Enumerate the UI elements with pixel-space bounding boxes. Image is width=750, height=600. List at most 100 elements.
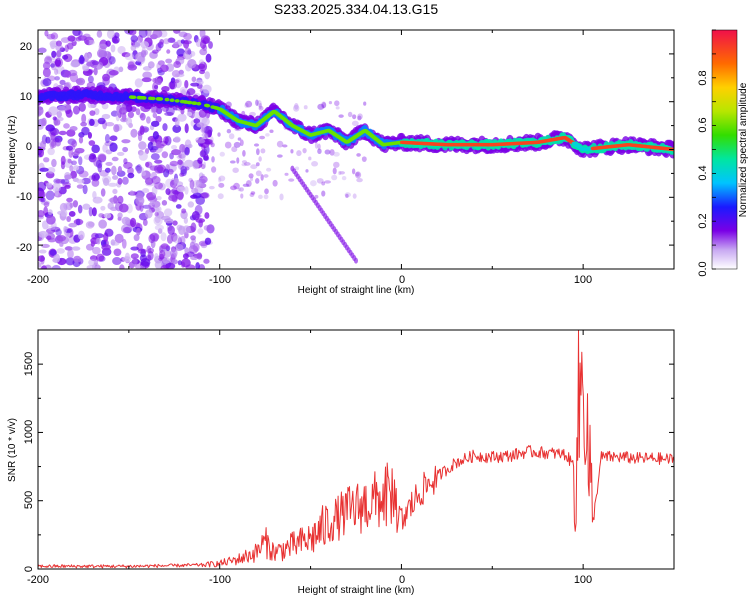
spectrogram-cell — [265, 133, 270, 136]
spectrogram-cell — [162, 151, 168, 158]
spectrogram-cell — [67, 249, 74, 259]
colorbar-tick-2: 0.4 — [697, 165, 709, 180]
spectrogram-cell — [138, 249, 147, 254]
spectrogram-cell — [256, 162, 260, 166]
spectrogram-cell — [81, 114, 86, 124]
spectrogram-cell — [208, 41, 213, 49]
spectrogram-cell — [229, 133, 235, 139]
spectrogram-cell — [66, 198, 73, 203]
spectrogram-cell — [40, 140, 46, 149]
spectrogram-cell — [102, 175, 111, 183]
spectrogram-cell — [190, 242, 195, 249]
figure: S233.2025.334.04.13.G15 -200 -100 0 100 … — [0, 0, 750, 600]
spectrogram-cell — [181, 258, 191, 267]
spectrogram-cell — [112, 189, 117, 194]
spectrogram-cell — [170, 248, 177, 258]
spectrogram-cell — [333, 162, 340, 168]
spectrogram-cell — [363, 101, 366, 105]
spectrogram-cell — [51, 141, 56, 148]
spectrogram-cell — [61, 156, 66, 165]
spectrogram-cell — [211, 166, 216, 173]
spectrogram-cell — [63, 123, 70, 129]
spectrogram-cell — [166, 49, 170, 53]
spectrogram-cell — [151, 121, 159, 127]
spectrogram-cell — [118, 166, 122, 173]
spectrogram-cell — [345, 194, 348, 198]
spectrogram-cell — [98, 220, 107, 229]
spectrogram-cell — [196, 102, 201, 106]
top-ytick-4: 20 — [20, 41, 32, 53]
spectrogram-cell — [165, 98, 170, 102]
spectrogram-cell — [92, 247, 101, 254]
bot-ytick-3: 1500 — [23, 352, 35, 376]
spectrogram-cell — [190, 179, 195, 189]
spectrogram-cell — [78, 231, 85, 240]
top-ytick-2: 0 — [26, 141, 32, 153]
spectrogram-cell — [308, 157, 311, 161]
spectrogram-cell — [218, 183, 224, 188]
spectrogram-cell — [44, 56, 52, 64]
colorbar-tick-3: 0.6 — [697, 117, 709, 132]
colorbar-label: Normalized spectral amplitude — [738, 82, 749, 217]
spectrogram-cell — [172, 259, 178, 264]
spectrogram-cell — [98, 118, 106, 124]
spectrogram-cell — [325, 150, 331, 155]
spectrogram-cell — [112, 175, 118, 180]
spectrogram-cell — [69, 165, 73, 172]
spectrogram-cell — [38, 48, 47, 53]
spectrogram-cell — [64, 174, 72, 179]
spectrogram-cell — [173, 28, 180, 34]
spectrogram-cell — [51, 51, 56, 58]
spectrogram-cell — [177, 186, 186, 192]
spectrogram-cell — [135, 78, 143, 87]
bot-xlabel: Height of straight line (km) — [298, 585, 415, 596]
spectrogram-cell — [245, 101, 252, 108]
spectrogram-cell — [142, 77, 152, 82]
spectrogram-cell — [266, 168, 271, 172]
spectrogram-cell — [67, 35, 75, 41]
spectrogram-cell — [138, 141, 146, 150]
spectrogram-cell — [36, 262, 42, 268]
spectrogram-cell — [211, 156, 215, 162]
spectrogram-cell — [71, 160, 77, 165]
spectrogram-cell — [136, 108, 140, 115]
spectrogram-cell — [250, 176, 253, 181]
spectrogram-cell — [199, 48, 207, 55]
spectrogram-cell — [231, 146, 237, 152]
spectrogram-cell — [141, 50, 146, 57]
spectrogram-cell — [125, 53, 135, 60]
spectrogram-cell — [178, 260, 182, 265]
spectrogram-cell — [159, 250, 165, 259]
spectrogram-cell — [164, 208, 172, 216]
spectrogram-cell — [356, 178, 363, 182]
spectrogram-cell — [89, 207, 93, 217]
spectrogram-cell — [119, 204, 129, 213]
spectrogram-cell — [151, 106, 157, 113]
top-ylabel: Frequency (Hz) — [7, 116, 18, 185]
spectrogram-cell — [258, 156, 261, 161]
spectrogram-cell — [185, 48, 191, 55]
spectrogram-cell — [131, 45, 137, 51]
spectrogram-cell — [131, 95, 136, 99]
top-xtick-1: -100 — [209, 274, 231, 286]
spectrogram-cell — [47, 226, 55, 231]
spectrogram-cell — [123, 158, 127, 164]
spectrogram-cell — [41, 244, 50, 248]
spectrogram-cell — [131, 253, 139, 259]
bot-ytick-1: 500 — [23, 491, 35, 509]
spectrogram-cell — [140, 113, 146, 121]
spectrogram-cell — [65, 71, 71, 78]
spectrogram-cell — [180, 87, 187, 94]
spectrogram-cell — [123, 227, 131, 233]
spectrogram-cell — [190, 83, 199, 87]
spectrogram-cell — [354, 258, 358, 264]
spectrogram-cell — [78, 56, 85, 64]
spectrogram-cell — [167, 226, 174, 235]
spectrogram-cell — [255, 99, 259, 105]
spectrogram-cell — [130, 129, 137, 138]
spectrogram-cell — [42, 265, 47, 271]
spectrogram-cell — [148, 234, 155, 243]
spectrogram-cell — [151, 153, 160, 160]
spectrogram-cell — [264, 174, 269, 178]
spectrogram-cell — [305, 169, 308, 173]
